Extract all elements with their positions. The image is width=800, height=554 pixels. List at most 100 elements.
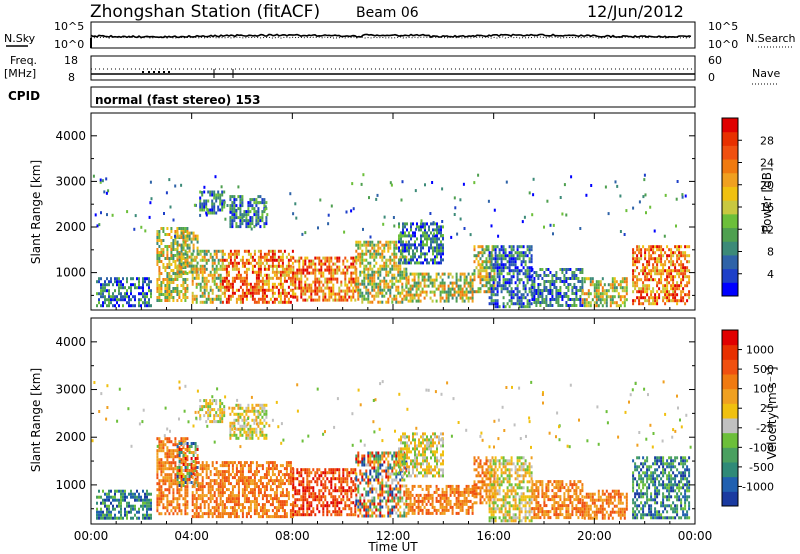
echo-pixel [642,302,645,306]
echo-pixel [243,497,246,501]
echo-pixel [308,289,311,293]
echo-pixel [418,261,420,265]
echo-pixel [283,300,286,304]
echo-pixel [192,237,195,241]
echo-pixel [644,254,647,258]
echo-pixel [184,497,187,501]
echo-pixel [289,267,292,271]
colorbar-tick-label: 24 [760,157,774,170]
echo-pixel [425,290,428,294]
echo-pixel [114,304,116,308]
echo-pixel [285,267,288,271]
echo-pixel [267,494,270,498]
echo-pixel [110,277,112,281]
echo-pixel [207,512,210,516]
echo-pixel [459,217,462,221]
echo-pixel [320,259,323,263]
echo-pixel [520,293,523,297]
echo-pixel [132,504,134,508]
echo-pixel [397,267,400,271]
echo-pixel [581,286,584,289]
echo-pixel [227,261,230,265]
echo-pixel [263,506,266,510]
echo-pixel [328,295,331,299]
echo-pixel [219,267,222,271]
echo-pixel [219,300,222,304]
echo-pixel [253,503,256,507]
echo-pixel [617,304,620,308]
echo-pixel [148,215,151,219]
echo-pixel [106,492,108,496]
echo-pixel [355,282,358,286]
echo-pixel [196,252,199,256]
echo-pixel [395,243,398,247]
echo-pixel [231,497,234,501]
echo-pixel [561,304,564,307]
echo-pixel [676,287,679,291]
echo-pixel [292,295,295,299]
echo-pixel [365,264,368,268]
echo-pixel [549,286,552,289]
echo-pixel [415,227,418,231]
echo-pixel [122,516,124,520]
echo-pixel [271,267,274,271]
echo-pixel [656,284,659,288]
echo-pixel [441,272,444,276]
echo-pixel [180,461,183,465]
echo-pixel [215,473,218,477]
echo-pixel [211,515,214,519]
echo-pixel [409,284,412,288]
echo-pixel [346,265,349,269]
echo-pixel [561,295,564,298]
echo-pixel [516,257,519,261]
echo-pixel [182,484,185,487]
echo-pixel [174,233,177,236]
echo-pixel [516,302,519,306]
echo-pixel [316,292,319,296]
echo-pixel [430,258,432,262]
echo-pixel [126,501,128,505]
echo-pixel [269,297,272,301]
echo-pixel [235,512,238,516]
echo-pixel [126,295,128,299]
echo-pixel [318,259,321,263]
echo-pixel [221,491,224,495]
echo-pixel [402,225,404,229]
echo-pixel [316,289,319,293]
echo-pixel [263,225,266,229]
echo-pixel [263,204,266,208]
echo-pixel [436,252,438,256]
echo-pixel [621,280,624,284]
echo-pixel [176,500,179,504]
echo-pixel [573,274,576,277]
echo-pixel [672,299,675,303]
echo-pixel [257,270,260,274]
echo-pixel [427,278,430,282]
echo-pixel [199,288,202,292]
echo-pixel [235,482,238,486]
echo-pixel [317,226,319,230]
echo-pixel [156,509,159,513]
echo-pixel [193,276,196,280]
echo-pixel [118,498,120,502]
echo-pixel [475,257,478,261]
echo-pixel [247,403,250,407]
echo-pixel [537,298,540,301]
echo-pixel [150,498,152,502]
echo-pixel [420,240,422,244]
echo-pixel [676,293,679,297]
echo-pixel [188,481,191,484]
echo-pixel [265,515,268,519]
echo-pixel [196,234,199,238]
echo-pixel [219,288,222,292]
echo-pixel [263,406,266,410]
echo-pixel [434,222,436,226]
echo-pixel [438,249,440,253]
colorbar-tick-label: 16 [760,201,774,214]
echo-pixel [449,287,452,291]
echo-pixel [215,196,218,200]
echo-pixel [249,288,252,292]
echo-pixel [158,488,161,492]
echo-pixel [344,274,347,278]
echo-pixel [455,272,458,276]
